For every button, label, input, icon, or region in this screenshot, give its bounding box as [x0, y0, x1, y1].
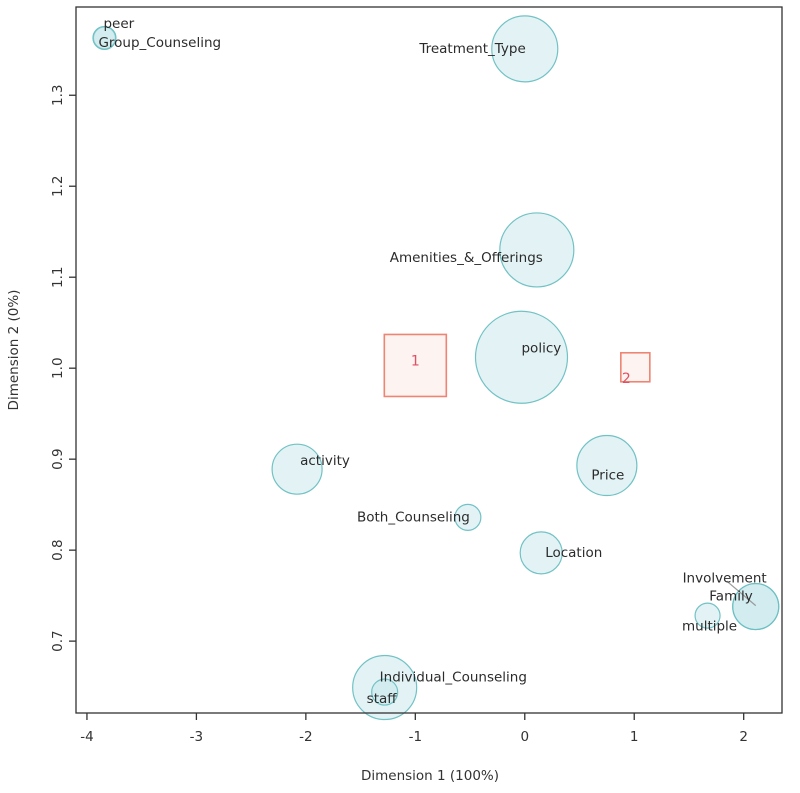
bubble-label: Involvement	[683, 571, 767, 587]
bubble	[92, 25, 117, 51]
bubble	[271, 443, 323, 495]
bubble	[371, 678, 399, 706]
square-label: 2	[622, 371, 631, 387]
bubble-label: Amenities_&_Offerings	[390, 250, 543, 266]
bubble-label: staff	[367, 691, 398, 707]
bubble	[352, 654, 418, 721]
x-axis-tick-label: 0	[520, 729, 529, 745]
bubble-label: activity	[300, 453, 350, 469]
bubble-label: Price	[591, 468, 624, 484]
bubble-label: multiple	[682, 619, 737, 635]
bubble	[491, 15, 559, 83]
bubble-label: Family	[709, 589, 752, 605]
bubble	[499, 212, 575, 288]
square-marker	[620, 351, 651, 383]
y-axis-tick-label: 0.8	[50, 539, 66, 560]
square-label: 1	[411, 353, 420, 369]
bubble-label: peer	[103, 16, 134, 32]
plot-border	[75, 6, 783, 714]
y-axis-title: Dimension 2 (0%)	[6, 290, 22, 411]
bubble	[576, 434, 638, 497]
bubble-label: policy	[521, 340, 561, 356]
y-axis-tick-label: 0.9	[50, 448, 66, 469]
x-axis-tick-label: -4	[80, 729, 93, 745]
x-axis-title: Dimension 1 (100%)	[361, 768, 499, 784]
bubble-label: Treatment_Type	[418, 41, 525, 57]
bubble-label: Both_Counseling	[357, 509, 470, 525]
bubble-label: Individual_Counseling	[380, 670, 527, 686]
y-axis-tick-label: 1.3	[50, 85, 66, 106]
bubble	[519, 531, 563, 575]
y-axis-tick-label: 1.0	[50, 357, 66, 378]
bubble	[474, 310, 569, 404]
bubble	[454, 503, 482, 531]
x-axis-tick-label: -2	[299, 729, 312, 745]
bubble-label: Location	[545, 545, 602, 561]
bubble	[694, 602, 721, 629]
x-axis-tick-label: 2	[739, 729, 748, 745]
y-axis-tick-label: 1.2	[50, 175, 66, 196]
x-axis-tick-label: -3	[190, 729, 203, 745]
bubble	[732, 582, 780, 631]
bubble-label: Group_Counseling	[98, 35, 221, 51]
label-leader-line	[726, 580, 757, 607]
y-axis-tick-label: 0.7	[50, 630, 66, 651]
square-marker	[383, 333, 448, 398]
y-axis-tick-label: 1.1	[50, 266, 66, 287]
x-axis-tick-label: -1	[409, 729, 422, 745]
x-axis-tick-label: 1	[630, 729, 639, 745]
